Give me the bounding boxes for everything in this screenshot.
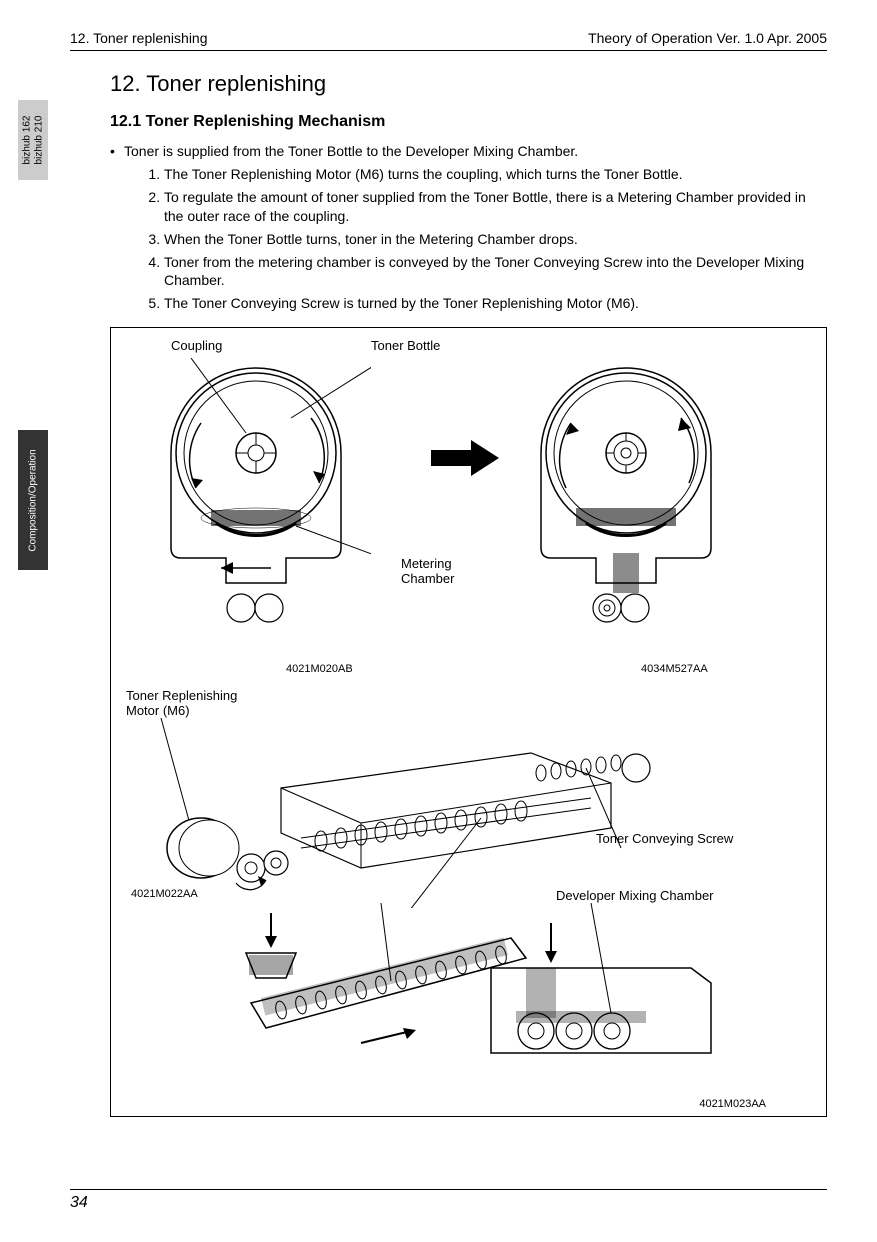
- step-item: The Toner Replenishing Motor (M6) turns …: [164, 165, 827, 184]
- page-content: 12. Toner replenishing 12.1 Toner Replen…: [70, 71, 827, 1117]
- label-metering-chamber: Metering Chamber: [401, 556, 454, 586]
- steps-list: The Toner Replenishing Motor (M6) turns …: [110, 165, 827, 313]
- label-coupling: Coupling: [171, 338, 222, 353]
- figcode-b: 4034M527AA: [641, 663, 708, 675]
- step-item: The Toner Conveying Screw is turned by t…: [164, 294, 827, 313]
- motor-screw-diagram: [131, 708, 691, 908]
- figcode-c: 4021M022AA: [131, 888, 198, 900]
- side-tab-model: bizhub 162bizhub 210: [18, 100, 48, 180]
- label-dev-mixing-chamber: Developer Mixing Chamber: [556, 888, 714, 903]
- mixing-chamber-diagram: [191, 903, 791, 1113]
- page-footer: 34: [70, 1189, 827, 1212]
- side-tab-model-text: bizhub 162bizhub 210: [21, 116, 45, 165]
- left-bottle-diagram: [141, 358, 371, 638]
- big-arrow-icon: [431, 438, 501, 478]
- chapter-title: 12. Toner replenishing: [110, 71, 827, 97]
- page-number: 34: [70, 1194, 88, 1211]
- page-header: 12. Toner replenishing Theory of Operati…: [70, 30, 827, 51]
- step-item: To regulate the amount of toner supplied…: [164, 188, 827, 226]
- step-item: When the Toner Bottle turns, toner in th…: [164, 230, 827, 249]
- figcode-a: 4021M020AB: [286, 663, 353, 675]
- label-conveying-screw: Toner Conveying Screw: [596, 831, 733, 846]
- header-left: 12. Toner replenishing: [70, 30, 208, 46]
- step-item: Toner from the metering chamber is conve…: [164, 253, 827, 291]
- intro-bullet: Toner is supplied from the Toner Bottle …: [110, 143, 827, 159]
- figcode-d: 4021M023AA: [699, 1098, 766, 1110]
- right-bottle-diagram: [511, 358, 741, 638]
- section-title: 12.1 Toner Replenishing Mechanism: [110, 113, 827, 131]
- side-tab-section: Composition/Operation: [18, 430, 48, 570]
- diagram-container: Coupling Toner Bottle: [110, 327, 827, 1117]
- label-toner-bottle: Toner Bottle: [371, 338, 440, 353]
- side-tab-section-text: Composition/Operation: [28, 449, 39, 551]
- header-right: Theory of Operation Ver. 1.0 Apr. 2005: [588, 30, 827, 46]
